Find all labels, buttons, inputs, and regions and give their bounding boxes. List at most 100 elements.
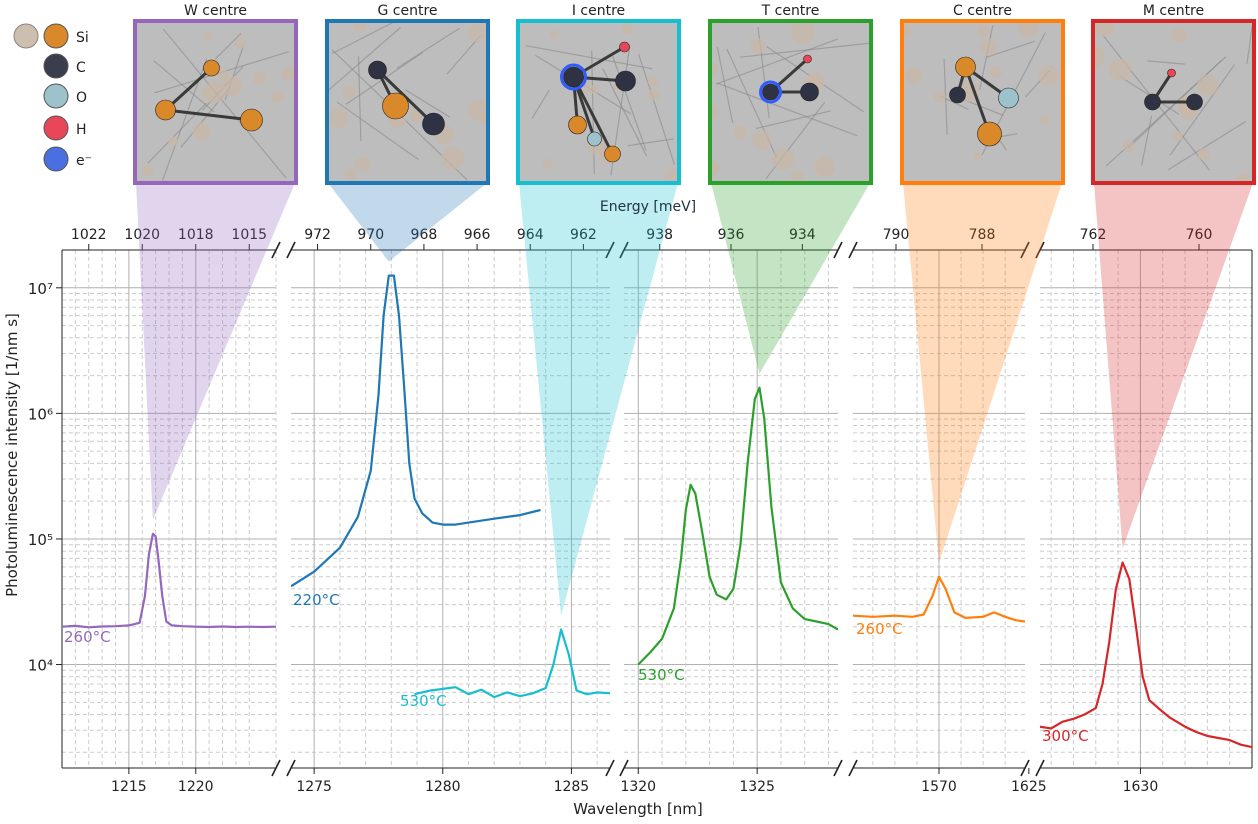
top-tick-label: 788 <box>969 227 996 243</box>
panel-4: 1570 790 788 260°C <box>853 227 1045 795</box>
lattice-atom <box>222 76 243 97</box>
inset-cone <box>1094 183 1253 549</box>
top-tick-label: 972 <box>304 227 331 243</box>
series-line-i-centre <box>414 628 610 699</box>
inset-cone <box>328 183 487 262</box>
legend-label: e⁻ <box>76 153 92 169</box>
inset-title: G centre <box>377 3 437 19</box>
x-tick-label: 1280 <box>425 779 461 795</box>
x-tick-label: 1275 <box>296 779 332 795</box>
axis-break-mark <box>833 759 843 777</box>
legend-marker <box>43 83 69 109</box>
inset-frame <box>516 19 681 185</box>
lattice-atom <box>905 67 922 85</box>
atom-si <box>382 92 409 120</box>
atom-si <box>977 121 1002 147</box>
atom-c <box>563 66 584 88</box>
atom-c <box>1186 93 1203 111</box>
lattice-bond <box>525 44 653 70</box>
legend-label: C <box>76 60 86 76</box>
x-tick-label: 1285 <box>554 779 590 795</box>
inset-title: I centre <box>572 3 625 19</box>
atom-si <box>568 115 587 135</box>
legend-label: H <box>76 122 87 138</box>
legend-label: Si <box>76 30 89 46</box>
lattice-bond <box>531 89 550 119</box>
inset-cone <box>903 183 1062 563</box>
lattice-atom <box>1172 130 1183 142</box>
lattice <box>141 28 296 181</box>
atom-c <box>422 112 445 136</box>
lattice-atom <box>977 25 990 38</box>
series-line-c-centre <box>853 575 1025 623</box>
plot-panels: 1215 1220 1022 1020 1018 1015 10⁴ 10⁵ 10⁶ 10⁷ 260°… <box>28 227 1253 795</box>
inset-cones <box>136 183 1253 616</box>
top-tick-label: 790 <box>883 227 910 243</box>
lattice-atom <box>750 38 766 55</box>
atom-h <box>619 41 630 53</box>
x-tick-label: 1220 <box>178 779 214 795</box>
top-tick-label: 970 <box>357 227 384 243</box>
top-tick-label: 762 <box>1080 227 1107 243</box>
lattice-bond <box>153 60 215 113</box>
legend-label: O <box>76 90 87 106</box>
lattice-atom <box>1171 27 1188 44</box>
lattice-bond <box>162 28 287 179</box>
lattice-atom <box>989 66 1003 79</box>
lattice-atom <box>217 69 229 80</box>
lattice-atom <box>252 71 267 85</box>
x-tick-label: 1625 <box>1011 779 1047 795</box>
lattice-bond <box>1246 25 1253 65</box>
electron-marker <box>560 63 587 91</box>
lattice-atom <box>168 136 179 147</box>
lattice-atom <box>441 146 465 170</box>
lattice-atom <box>1017 21 1040 37</box>
bond <box>165 108 252 122</box>
lattice-atom <box>342 84 357 99</box>
panel-2: 1275 1280 1285 972 970 968 966 964 962 220°C 530°C <box>291 227 629 795</box>
inset-title: M centre <box>1143 3 1204 19</box>
lattice-atom <box>1040 115 1050 125</box>
inset-frame <box>325 19 490 185</box>
temperature-label: 260°C <box>856 620 903 638</box>
top-tick-label: 968 <box>411 227 438 243</box>
axis-break-mark <box>1020 759 1030 777</box>
axis-break-mark <box>271 759 281 777</box>
top-tick-label: 1015 <box>231 227 267 243</box>
legend-marker <box>43 146 69 172</box>
inset-frame <box>708 19 873 185</box>
top-tick-label: 760 <box>1186 227 1213 243</box>
lattice-bond <box>214 32 242 60</box>
lattice-atom <box>589 84 600 95</box>
lattice-bond <box>716 82 858 137</box>
lattice-atom <box>790 170 803 183</box>
series-line-w-centre <box>62 532 276 629</box>
y-tick-label: 10⁷ <box>28 280 53 298</box>
y-tick-label: 10⁴ <box>28 657 53 675</box>
lattice-atom <box>1093 45 1105 68</box>
atom-c <box>800 82 819 102</box>
lattice-bond <box>716 47 734 124</box>
inset-g-centre: G centre <box>325 3 490 185</box>
y-axis-label: Photoluminescence intensity [1/nm s] <box>3 313 21 597</box>
top-tick-label: 964 <box>517 227 544 243</box>
lattice-atom <box>647 88 660 101</box>
temperature-label: 530°C <box>400 692 447 710</box>
bond <box>376 68 435 126</box>
lattice-atom <box>1093 21 1115 37</box>
x-tick-label: 1630 <box>1123 779 1159 795</box>
lattice-bond <box>331 21 394 55</box>
lattice-atom <box>141 165 154 177</box>
top-tick-label: 1020 <box>124 227 160 243</box>
atom-c <box>949 86 966 104</box>
lattice-atom <box>542 158 553 169</box>
axis-break-mark <box>605 241 615 259</box>
atom-c <box>1144 93 1161 111</box>
lattice-bond <box>602 68 648 157</box>
lattice-atom <box>1236 172 1249 183</box>
x-tick-label: 1215 <box>111 779 147 795</box>
inset-t-centre: T centre <box>708 3 873 185</box>
legend-marker <box>43 115 69 141</box>
